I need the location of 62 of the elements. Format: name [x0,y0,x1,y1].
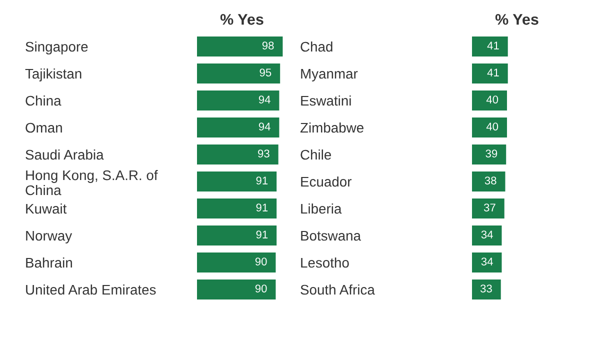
y-tick-label: South Africa [300,284,375,295]
bar [472,90,507,110]
data-label: 90 [255,284,267,292]
y-tick-label: Hong Kong, S.A.R. of China [26,170,158,196]
bar [197,226,277,246]
data-label: 40 [486,96,498,104]
y-tick-label: Oman [26,122,62,133]
data-label: 94 [258,122,270,130]
bar [197,144,278,164]
y-tick-label: Lesotho [301,257,349,268]
data-label: 41 [487,68,499,76]
bar [197,118,280,138]
data-label: 91 [256,176,268,184]
y-tick-label: Bahrain [26,257,72,268]
bar [472,144,506,164]
data-label: 91 [256,204,268,212]
data-label: 41 [487,42,499,50]
bar [197,252,276,272]
data-label: 39 [486,150,498,158]
data-label: 34 [481,230,493,238]
data-label: 37 [484,204,496,212]
y-tick-label: Zimbabwe [300,122,364,133]
data-label: 38 [484,176,496,184]
y-tick-label: Chile [300,149,332,160]
data-label: 95 [260,68,272,76]
y-tick-label: Eswatini [301,95,351,106]
y-tick-label: Chad [300,41,332,52]
bar [472,280,501,300]
bar [472,172,506,192]
bar [472,252,502,272]
bar [197,198,277,218]
data-label: 94 [258,96,270,104]
data-label: 91 [256,230,268,238]
bar [197,280,276,300]
y-tick-label: Singapore [26,41,88,54]
data-label: 40 [486,122,498,130]
data-label: 93 [258,150,270,158]
y-tick-label: Botswana [301,230,361,241]
y-tick-label: Saudi Arabia [26,149,104,160]
data-label: 34 [481,258,493,266]
x-axis-title: % Yes [220,14,264,25]
y-tick-label: Myanmar [301,68,358,82]
y-tick-label: Kuwait [26,203,67,214]
bar [197,172,277,192]
y-tick-label: Liberia [301,203,342,214]
bar [472,36,508,56]
y-tick-label: China [26,95,62,106]
y-tick-label: Tajikistan [25,68,82,82]
bar [472,64,508,84]
x-axis-title: % Yes [495,14,538,25]
bar [197,64,280,84]
data-label: 98 [262,42,274,50]
y-tick-label: Norway [26,230,72,244]
bar [472,226,502,246]
y-tick-label: Ecuador [301,176,352,187]
data-label: 90 [255,258,267,266]
bar [472,198,504,218]
y-tick-label: United Arab Emirates [26,284,156,295]
bar [472,118,507,138]
bar [197,90,280,110]
data-label: 33 [480,284,492,292]
bar [197,36,283,56]
